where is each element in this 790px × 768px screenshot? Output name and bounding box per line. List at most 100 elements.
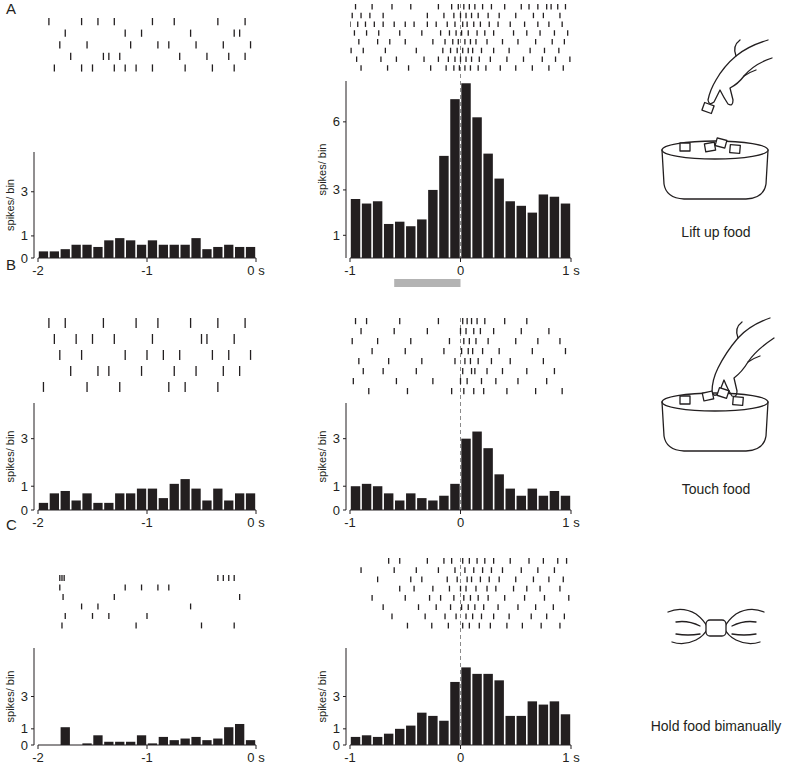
spike	[427, 13, 428, 18]
spike	[363, 48, 364, 53]
bar	[494, 179, 503, 258]
spike	[487, 338, 488, 344]
bar	[483, 448, 492, 510]
spike	[460, 378, 461, 384]
spike	[366, 318, 367, 324]
y-tick-label: 3	[333, 182, 340, 197]
icon-line	[708, 40, 772, 105]
spike	[475, 39, 476, 44]
spike	[461, 30, 462, 35]
spike	[103, 318, 104, 328]
spike	[529, 48, 530, 53]
y-tick-label: 1	[21, 479, 28, 494]
spike	[65, 318, 66, 328]
x-tick	[350, 745, 351, 749]
spike	[486, 586, 487, 592]
y-tick-label: 0	[21, 503, 28, 518]
spike	[385, 48, 386, 53]
spike	[564, 39, 565, 44]
spike	[135, 623, 136, 629]
y-label: spikes/ bin	[4, 431, 16, 483]
spike	[455, 614, 456, 620]
spike	[360, 328, 361, 334]
spike	[458, 39, 459, 44]
spike	[108, 613, 109, 619]
spike	[234, 623, 235, 629]
spike	[190, 604, 191, 610]
spike	[217, 382, 218, 392]
bar	[450, 99, 459, 258]
spike	[59, 585, 60, 591]
spike	[464, 567, 465, 573]
spike	[228, 575, 229, 581]
spike	[81, 18, 82, 25]
spike	[357, 22, 358, 27]
spike	[108, 53, 109, 60]
spike	[533, 13, 534, 18]
spike	[487, 595, 488, 601]
spike	[473, 328, 474, 334]
x-tick	[571, 258, 572, 262]
spike	[399, 30, 400, 35]
bar	[450, 682, 459, 745]
spike	[374, 22, 375, 27]
spike	[432, 378, 433, 384]
spike	[223, 366, 224, 376]
spike	[566, 558, 567, 564]
spike	[360, 13, 361, 18]
bar	[539, 705, 548, 745]
spike	[350, 48, 351, 53]
x-tick	[460, 510, 461, 514]
y-tick	[31, 486, 34, 487]
y-tick	[343, 510, 346, 511]
spike	[476, 30, 477, 35]
spike	[523, 57, 524, 62]
y-tick	[343, 438, 346, 439]
spike	[491, 4, 492, 9]
spike	[424, 614, 425, 620]
spike	[432, 586, 433, 592]
spike	[487, 13, 488, 18]
icon-line	[668, 609, 708, 643]
spike	[356, 57, 357, 62]
spike	[473, 388, 474, 394]
y-tick	[343, 728, 346, 729]
spike	[195, 41, 196, 48]
spike	[114, 594, 115, 600]
spike	[430, 65, 431, 70]
raster	[352, 318, 565, 394]
spike	[554, 30, 555, 35]
bar	[439, 156, 448, 258]
spike	[510, 22, 511, 27]
spike	[97, 366, 98, 376]
spike	[239, 594, 240, 600]
bar	[170, 245, 179, 258]
bar	[50, 251, 59, 258]
spike	[474, 604, 475, 610]
spike	[396, 378, 397, 384]
spike	[465, 614, 466, 620]
y-tick-label: 1	[21, 228, 28, 243]
spike	[62, 594, 63, 600]
x-tick-label: 1 s	[562, 750, 580, 765]
bar	[351, 199, 360, 258]
spike	[482, 567, 483, 573]
bar	[472, 674, 481, 745]
spike	[463, 388, 464, 394]
spike	[146, 613, 147, 619]
bar	[191, 238, 200, 258]
spike	[565, 4, 566, 9]
bar	[406, 726, 415, 745]
bar	[395, 222, 404, 258]
bar	[362, 735, 371, 745]
spike	[438, 4, 439, 9]
bar	[528, 213, 537, 258]
spike	[146, 350, 147, 360]
spike	[371, 595, 372, 601]
spike	[554, 567, 555, 573]
icon-cube	[730, 145, 741, 154]
spike	[537, 4, 538, 9]
spike	[470, 39, 471, 44]
bar	[373, 201, 382, 258]
spike	[206, 334, 207, 344]
